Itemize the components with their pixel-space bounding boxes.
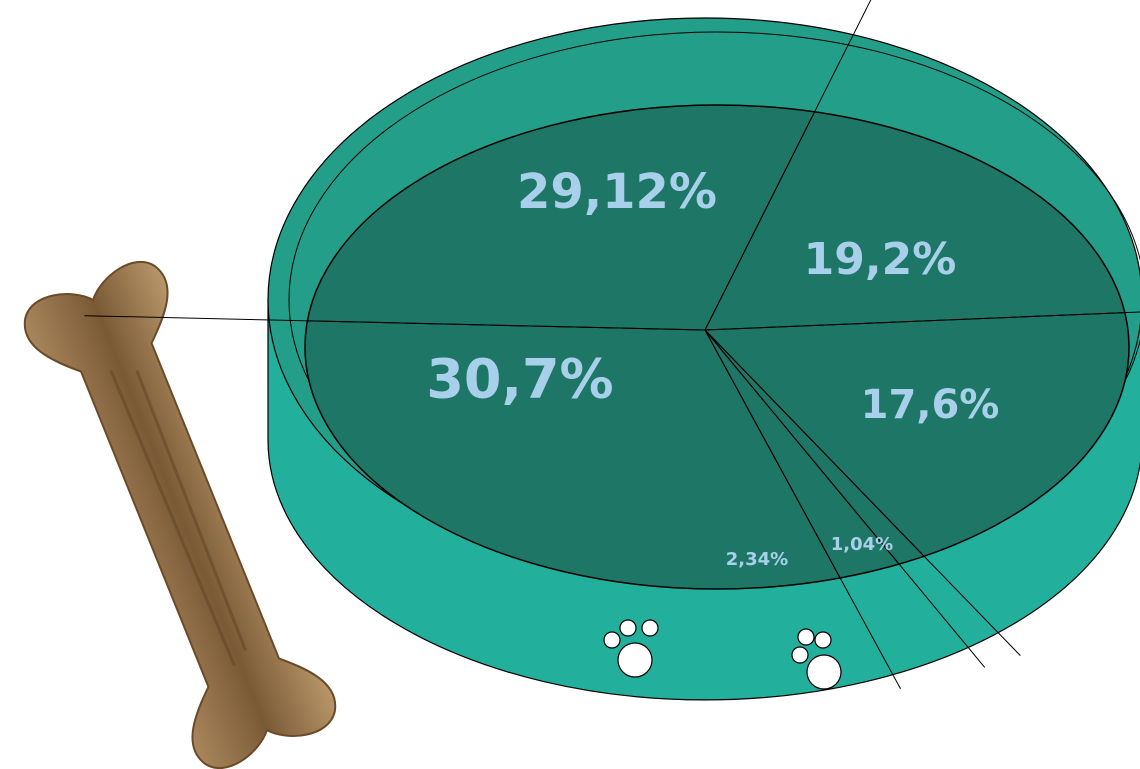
- bowl-inner: [304, 104, 1130, 590]
- value-label: 29,12%: [517, 164, 717, 220]
- labels: 19,2% 17,6% 1,04% 2,34% 30,7% 29,12%: [426, 164, 999, 570]
- pie-slice: [704, 329, 987, 589]
- slice-divider: [704, 329, 986, 668]
- paw-print: [791, 628, 842, 690]
- slice-divider: [84, 315, 706, 331]
- slice-divider: [704, 329, 1021, 656]
- slice-dividers: [84, 0, 1140, 690]
- value-label: 30,7%: [426, 348, 613, 411]
- value-label: 17,6%: [861, 382, 1000, 428]
- bone-illustration: [23, 260, 337, 769]
- value-label: 2,34%: [726, 549, 788, 570]
- slice-divider: [704, 0, 872, 331]
- slice-divider: [704, 311, 1140, 331]
- paw-print: [603, 619, 659, 678]
- value-label: 1,04%: [831, 534, 893, 555]
- value-label: 19,2%: [804, 234, 957, 285]
- slice-divider: [704, 329, 901, 690]
